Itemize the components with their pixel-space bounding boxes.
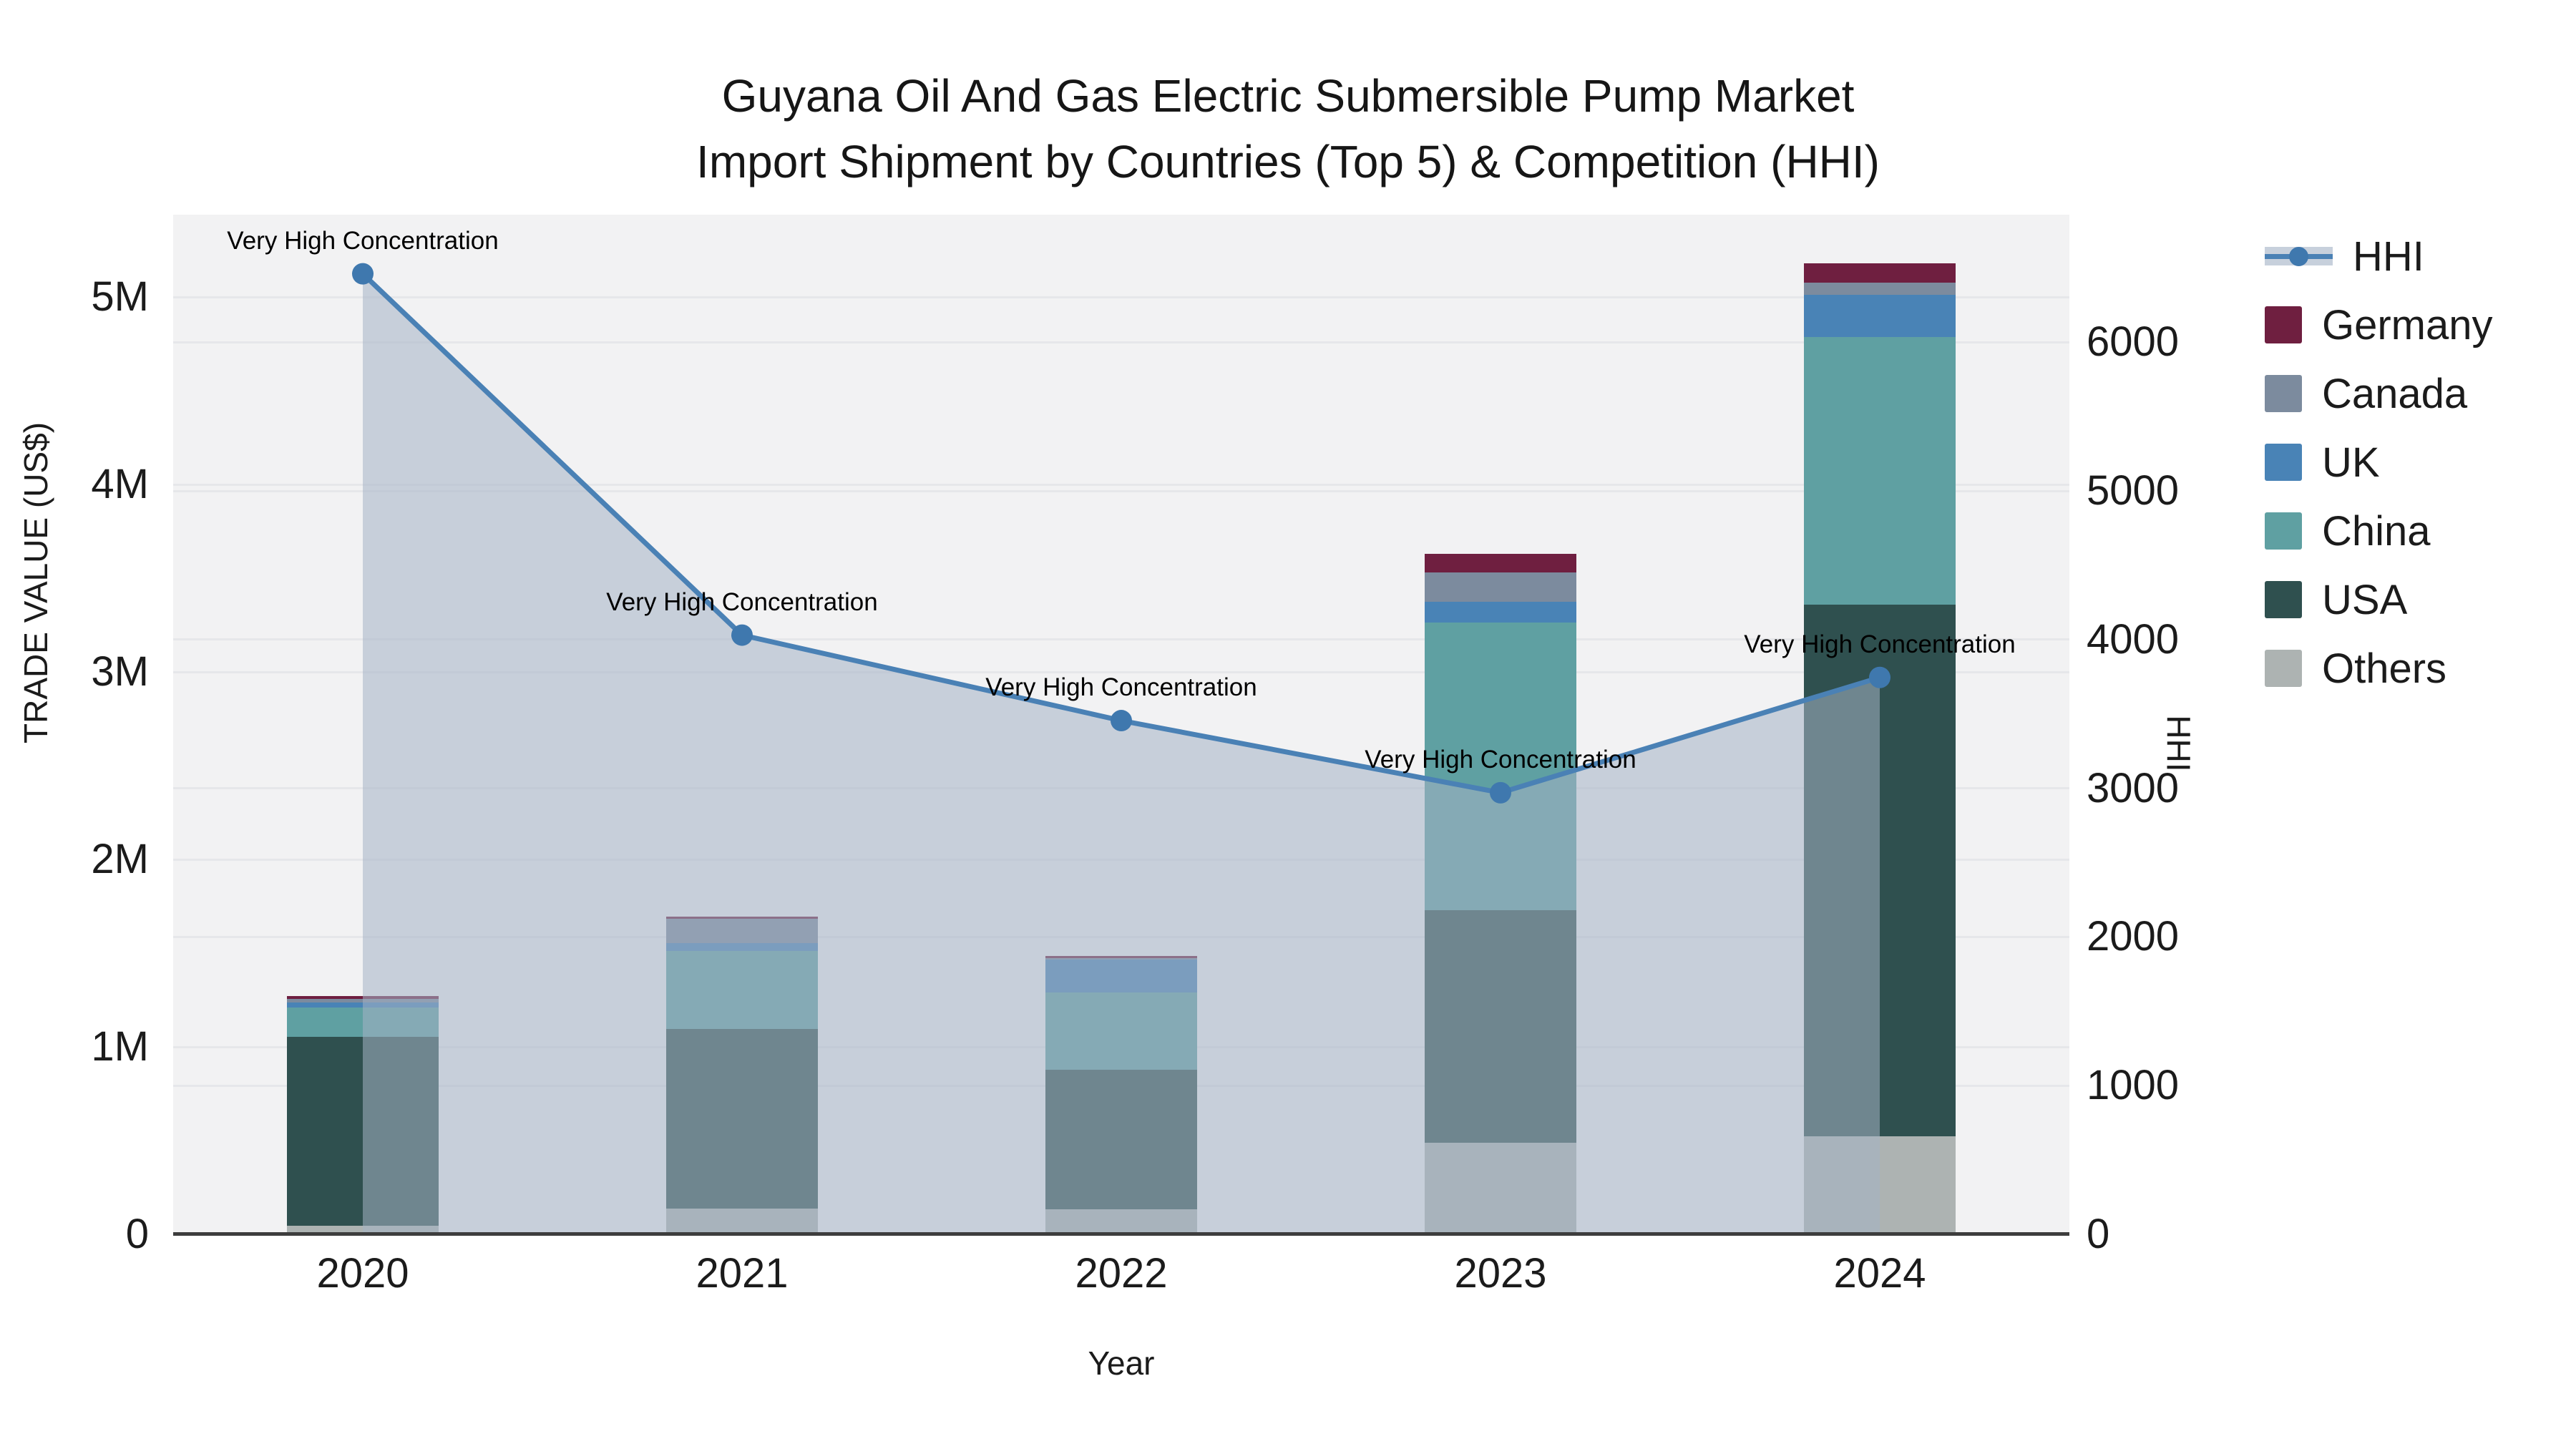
legend-item-usa[interactable]: USA <box>2265 577 2493 623</box>
left-tick-1M: 1M <box>91 1023 149 1070</box>
legend-swatch-usa <box>2265 581 2302 618</box>
bar-segment-canada-2024 <box>1804 283 1956 296</box>
bar-segment-uk-2023 <box>1425 601 1576 623</box>
x-axis-line <box>173 1232 2069 1236</box>
legend-hhi-marker-dot <box>2289 247 2308 266</box>
gridline <box>173 483 2069 486</box>
legend-label-others: Others <box>2322 645 2447 692</box>
left-tick-3M: 3M <box>91 648 149 695</box>
legend-item-germany[interactable]: Germany <box>2265 302 2493 348</box>
left-tick-5M: 5M <box>91 273 149 320</box>
annotation-2021: Very High Concentration <box>606 587 878 616</box>
hhi-marker-2020 <box>352 263 374 285</box>
legend-swatch-canada <box>2265 375 2302 412</box>
bar-segment-germany-2023 <box>1425 553 1576 572</box>
legend-item-china[interactable]: China <box>2265 508 2493 555</box>
legend-swatch-germany <box>2265 306 2302 343</box>
gridline <box>173 296 2069 298</box>
legend-label-canada: Canada <box>2322 370 2468 417</box>
annotation-2022: Very High Concentration <box>985 673 1257 702</box>
gridline <box>173 670 2069 673</box>
legend-label-uk: UK <box>2322 439 2380 486</box>
right-axis-title: HHI <box>2160 715 2197 772</box>
right-tick-6000: 6000 <box>2087 318 2180 366</box>
x-tick-2021: 2021 <box>696 1250 789 1297</box>
legend-item-hhi[interactable]: HHI <box>2265 233 2493 280</box>
legend-item-canada[interactable]: Canada <box>2265 371 2493 417</box>
legend-item-uk[interactable]: UK <box>2265 439 2493 486</box>
x-tick-2023: 2023 <box>1454 1250 1547 1297</box>
hhi-marker-2021 <box>731 624 753 646</box>
legend-swatch-uk <box>2265 444 2302 481</box>
left-tick-0: 0 <box>125 1211 149 1257</box>
legend-label-germany: Germany <box>2322 301 2493 348</box>
gridline <box>173 638 2069 641</box>
chart-title-line2: Import Shipment by Countries (Top 5) & C… <box>696 136 1880 187</box>
x-tick-2022: 2022 <box>1075 1250 1168 1297</box>
right-tick-3000: 3000 <box>2087 764 2180 811</box>
gridline <box>173 341 2069 343</box>
right-tick-4000: 4000 <box>2087 615 2180 663</box>
hhi-marker-2023 <box>1490 781 1511 804</box>
chart-title-line1: Guyana Oil And Gas Electric Submersible … <box>721 70 1855 122</box>
legend-swatch-others <box>2265 650 2302 687</box>
gridline <box>173 489 2069 492</box>
legend-label-hhi: HHI <box>2353 233 2424 280</box>
left-axis-title: TRADE VALUE (US$) <box>17 421 54 743</box>
bar-segment-germany-2024 <box>1804 263 1956 283</box>
hhi-marker-2024 <box>1869 666 1890 688</box>
hhi-line-layer <box>352 263 1890 1234</box>
left-tick-2M: 2M <box>91 836 149 882</box>
legend-label-china: China <box>2322 507 2431 555</box>
bar-segment-china-2024 <box>1804 337 1956 605</box>
chart-title: Guyana Oil And Gas Electric Submersible … <box>0 63 2576 195</box>
right-tick-5000: 5000 <box>2087 467 2180 514</box>
right-tick-0: 0 <box>2087 1211 2110 1257</box>
bar-segment-uk-2024 <box>1804 295 1956 338</box>
legend-swatch-china <box>2265 512 2302 550</box>
legend-hhi-line-icon <box>2265 238 2333 275</box>
x-tick-2020: 2020 <box>316 1250 409 1297</box>
annotation-2024: Very High Concentration <box>1744 630 2016 658</box>
hhi-marker-2022 <box>1111 710 1132 732</box>
right-tick-2000: 2000 <box>2087 913 2180 960</box>
left-tick-4M: 4M <box>91 461 149 507</box>
plot-area: Very High Concentration Very High Concent… <box>173 215 2069 1234</box>
annotation-2023: Very High Concentration <box>1365 745 1636 774</box>
legend-item-others[interactable]: Others <box>2265 645 2493 692</box>
legend: HHI Germany Canada UK China USA Others <box>2265 233 2493 692</box>
x-tick-2024: 2024 <box>1833 1250 1926 1297</box>
x-axis-title: Year <box>1088 1345 1155 1382</box>
bar-segment-canada-2023 <box>1425 572 1576 602</box>
annotation-2020: Very High Concentration <box>227 226 499 255</box>
right-tick-1000: 1000 <box>2087 1062 2180 1109</box>
hhi-area-fill <box>363 273 1880 1234</box>
legend-label-usa: USA <box>2322 576 2408 623</box>
